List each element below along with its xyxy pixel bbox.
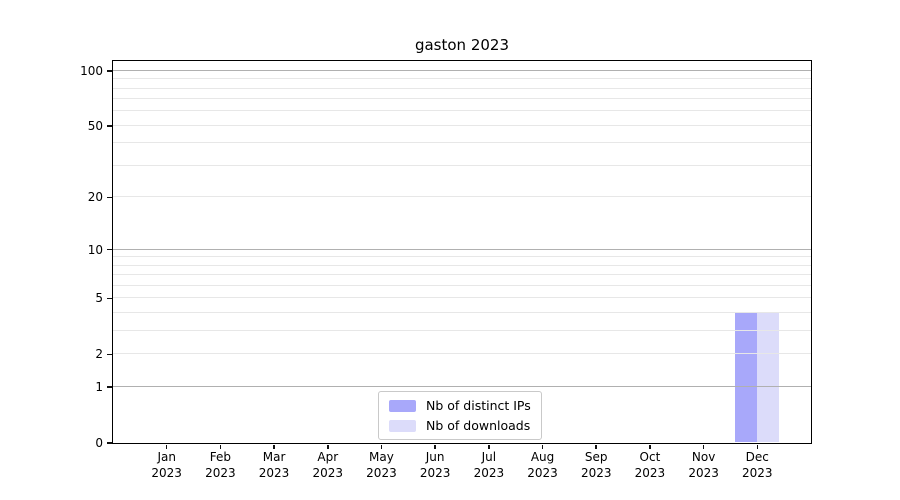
legend-label-downloads: Nb of downloads (426, 418, 531, 433)
chart-title: gaston 2023 (414, 36, 510, 54)
y-tick-label: 2 (95, 347, 103, 362)
x-tick-label: Mar 2023 (258, 450, 290, 480)
x-tick (165, 444, 168, 449)
plot-area (111, 59, 812, 444)
x-tick-label: Nov 2023 (688, 450, 719, 480)
x-tick-label: Jul 2023 (473, 450, 505, 480)
x-tick (380, 444, 383, 449)
y-tick (107, 196, 112, 199)
legend-item-distinct-ips: Nb of distinct IPs (389, 397, 531, 414)
gridline-minor (112, 264, 811, 266)
gridline-minor (112, 87, 811, 89)
bar-nb-of-downloads-dec-2023 (756, 312, 779, 443)
legend: Nb of distinct IPs Nb of downloads (378, 391, 542, 440)
gridline-minor (112, 196, 811, 198)
gridline-minor (112, 297, 811, 299)
x-tick-label: Dec 2023 (742, 450, 773, 480)
y-tick (107, 353, 112, 356)
y-tick-label: 10 (87, 242, 103, 257)
y-tick (107, 442, 112, 444)
gridline-minor (112, 142, 811, 144)
x-tick (649, 444, 651, 449)
bar-nb-of-distinct-ips-dec-2023 (734, 312, 757, 443)
y-tick-label: 1 (95, 380, 103, 395)
gridline-minor (112, 256, 811, 258)
x-tick (595, 444, 597, 449)
x-tick (756, 444, 759, 449)
x-tick-label: Apr 2023 (312, 450, 344, 480)
y-tick-label: 0 (95, 436, 103, 450)
x-tick (702, 444, 705, 449)
x-tick (219, 444, 222, 449)
gridline-minor (112, 110, 811, 112)
x-tick-label: Jun 2023 (419, 450, 451, 480)
gridline-minor (112, 285, 811, 287)
gridline-minor (112, 98, 811, 100)
gridline-major (112, 69, 811, 71)
x-tick (541, 444, 544, 449)
gridline-major (112, 248, 811, 250)
y-tick-label: 5 (95, 291, 103, 306)
gridline-minor (112, 124, 811, 126)
x-tick (273, 444, 275, 449)
x-tick-label: Feb 2023 (205, 450, 236, 480)
y-tick-label: 20 (87, 190, 103, 205)
gridline-major (112, 386, 811, 388)
gridline-minor (112, 274, 811, 276)
gridline-minor (112, 353, 811, 355)
x-tick-label: May 2023 (366, 450, 397, 480)
x-tick-label: Jan 2023 (151, 450, 182, 480)
y-tick-label: 50 (87, 118, 103, 133)
x-tick-label: Sep 2023 (580, 450, 612, 480)
y-tick (107, 125, 112, 127)
x-tick (327, 444, 329, 449)
x-tick (434, 444, 436, 449)
x-tick-label: Oct 2023 (634, 450, 666, 480)
gridline-minor (112, 330, 811, 332)
x-tick (488, 444, 490, 449)
legend-swatch-distinct-ips (389, 399, 416, 412)
y-tick (107, 70, 112, 72)
y-tick-label: 100 (80, 63, 103, 78)
legend-label-distinct-ips: Nb of distinct IPs (426, 398, 531, 413)
y-tick (107, 248, 112, 251)
gridline-minor (112, 165, 811, 167)
gridline-minor (112, 312, 811, 314)
gridline-minor (112, 78, 811, 80)
legend-swatch-downloads (389, 419, 416, 432)
x-tick-label: Aug 2023 (527, 450, 558, 480)
y-tick (107, 386, 112, 388)
legend-item-downloads: Nb of downloads (389, 417, 531, 434)
y-tick (107, 297, 112, 300)
